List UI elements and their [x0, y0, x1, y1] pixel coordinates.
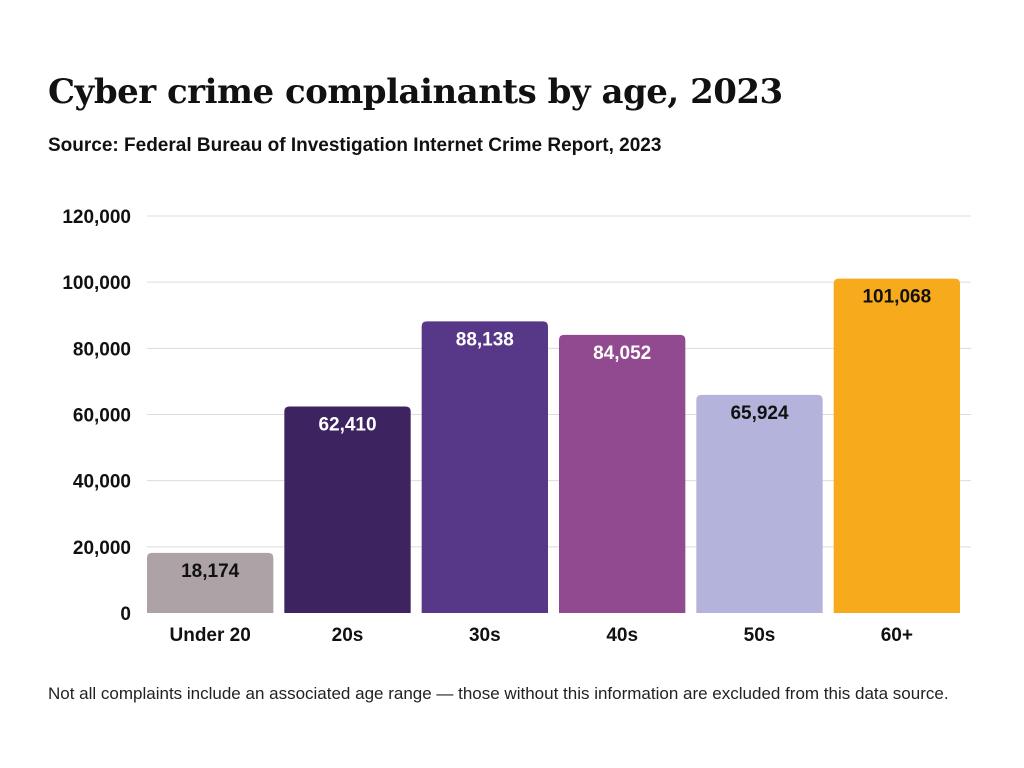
- bar-value-label: 65,924: [730, 403, 789, 424]
- bar: [833, 278, 960, 613]
- bar: [284, 406, 411, 613]
- bar: [421, 321, 548, 613]
- bar-value-label: 62,410: [318, 415, 376, 436]
- x-tick-label: 40s: [606, 625, 638, 646]
- y-tick-label: 40,000: [73, 472, 131, 493]
- bar-value-label: 18,174: [181, 561, 240, 582]
- bar: [559, 334, 686, 613]
- y-tick-label: 0: [120, 604, 131, 625]
- y-tick-label: 100,000: [62, 273, 131, 294]
- y-tick-label: 120,000: [62, 207, 131, 228]
- chart-subtitle: Source: Federal Bureau of Investigation …: [48, 135, 662, 156]
- y-tick-label: 60,000: [73, 406, 131, 427]
- bar-value-label: 84,052: [593, 343, 651, 364]
- x-tick-label: 50s: [744, 625, 776, 646]
- y-tick-label: 80,000: [73, 339, 131, 360]
- y-axis-ticks: 0 20,000 40,000 60,000 80,000 100,000 120,000: [62, 207, 131, 625]
- bars: 18,174 62,410 88,138 84,052 65,924 101,068: [147, 278, 960, 613]
- x-tick-label: 30s: [469, 625, 501, 646]
- bar-value-label: 101,068: [862, 287, 931, 308]
- x-tick-label: 20s: [332, 625, 364, 646]
- y-tick-label: 20,000: [73, 538, 131, 559]
- x-tick-label: 60+: [881, 625, 913, 646]
- x-axis-ticks: Under 20 20s 30s 40s 50s 60+: [170, 625, 913, 646]
- bar: [147, 552, 274, 613]
- chart-title: Cyber crime complainants by age, 2023: [48, 72, 783, 112]
- x-tick-label: Under 20: [170, 625, 251, 646]
- bar-value-label: 88,138: [456, 329, 514, 350]
- footnote: Not all complaints include an associated…: [48, 684, 949, 703]
- bar: [696, 394, 823, 613]
